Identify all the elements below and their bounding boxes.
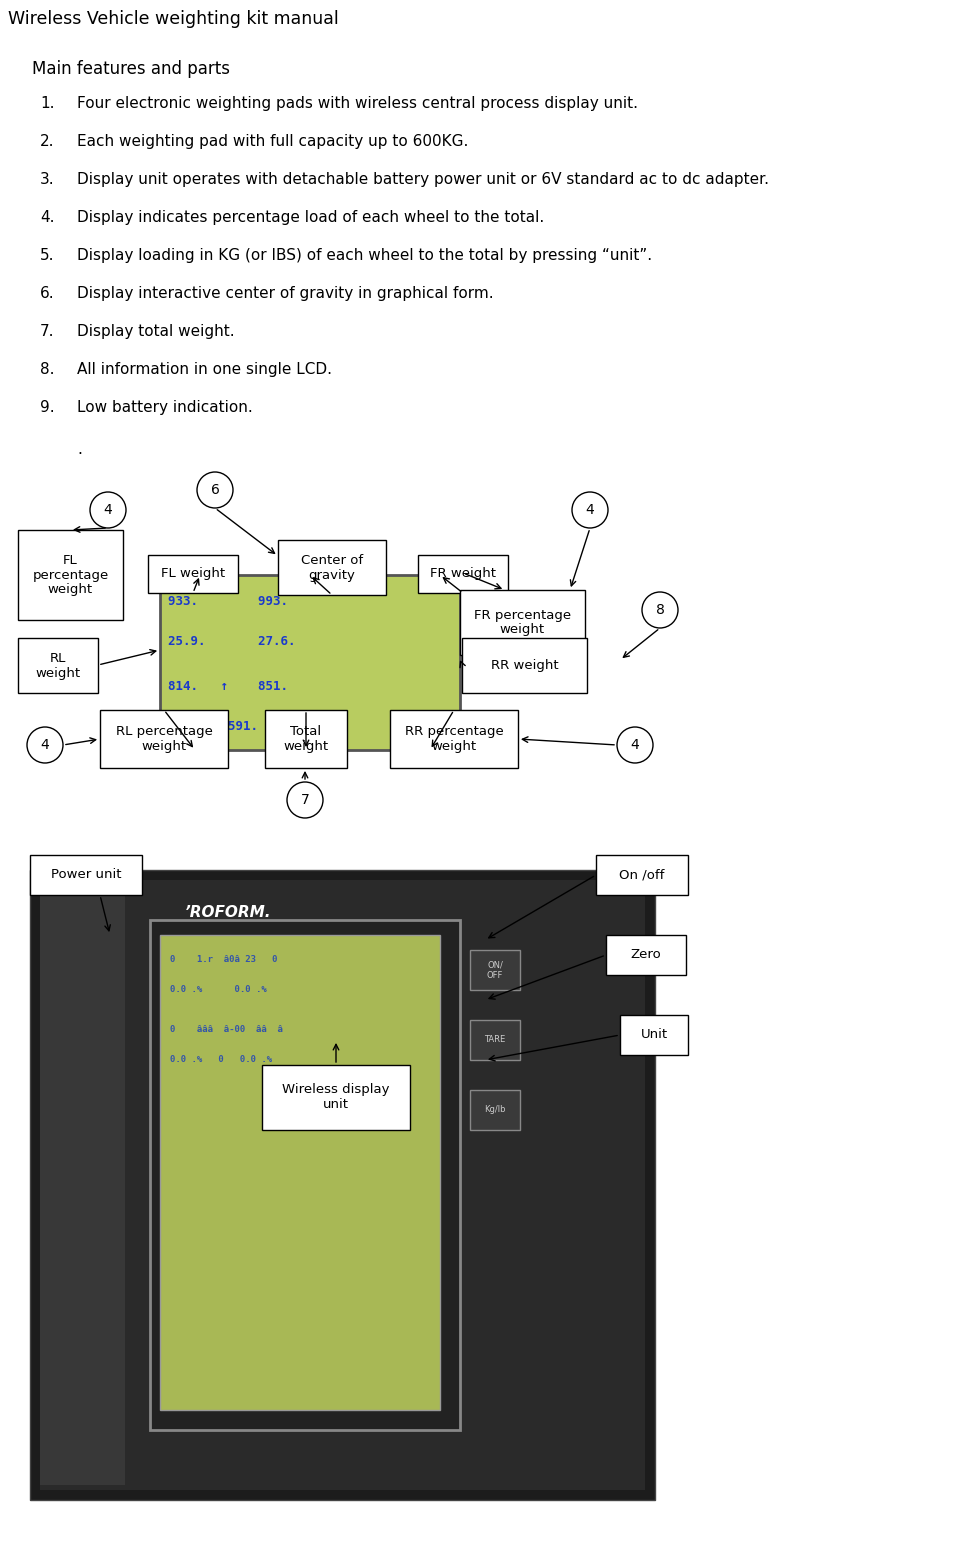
Text: 0.0 .%      0.0 .%: 0.0 .% 0.0 .% <box>170 985 266 994</box>
Text: Low battery indication.: Low battery indication. <box>77 401 253 415</box>
Text: RL
weight: RL weight <box>36 652 81 680</box>
Text: 4: 4 <box>630 738 639 752</box>
Text: All information in one single LCD.: All information in one single LCD. <box>77 362 332 377</box>
FancyBboxPatch shape <box>160 935 439 1410</box>
FancyBboxPatch shape <box>30 870 654 1500</box>
FancyBboxPatch shape <box>470 1090 520 1131</box>
Text: On /off: On /off <box>619 868 664 882</box>
FancyBboxPatch shape <box>40 885 125 1485</box>
FancyBboxPatch shape <box>389 710 517 769</box>
Text: Display loading in KG (or IBS) of each wheel to the total by pressing “unit”.: Display loading in KG (or IBS) of each w… <box>77 248 652 262</box>
Text: FR percentage
weight: FR percentage weight <box>474 609 571 637</box>
Text: Wireless Vehicle weighting kit manual: Wireless Vehicle weighting kit manual <box>8 9 338 28</box>
Text: Power unit: Power unit <box>51 868 121 882</box>
Text: Each weighting pad with full capacity up to 600KG.: Each weighting pad with full capacity up… <box>77 134 468 149</box>
FancyBboxPatch shape <box>470 950 520 989</box>
Text: Total
weight: Total weight <box>283 725 329 753</box>
FancyBboxPatch shape <box>605 935 685 975</box>
Text: Center of
gravity: Center of gravity <box>301 553 362 581</box>
FancyBboxPatch shape <box>261 1065 409 1131</box>
FancyBboxPatch shape <box>619 1016 687 1054</box>
Text: 8.: 8. <box>40 362 55 377</box>
Text: 4.: 4. <box>40 210 55 225</box>
FancyBboxPatch shape <box>18 530 123 620</box>
Text: Wireless display
unit: Wireless display unit <box>282 1084 389 1112</box>
Circle shape <box>197 472 233 508</box>
Text: Kg/lb: Kg/lb <box>483 1106 505 1115</box>
FancyBboxPatch shape <box>461 638 586 693</box>
Circle shape <box>90 492 126 528</box>
Circle shape <box>27 727 62 763</box>
Text: FL
percentage
weight: FL percentage weight <box>33 553 109 596</box>
FancyBboxPatch shape <box>278 540 385 595</box>
Circle shape <box>641 592 678 627</box>
Text: Display indicates percentage load of each wheel to the total.: Display indicates percentage load of eac… <box>77 210 544 225</box>
FancyBboxPatch shape <box>596 856 687 895</box>
FancyBboxPatch shape <box>160 575 459 750</box>
Text: RR percentage
weight: RR percentage weight <box>405 725 503 753</box>
FancyBboxPatch shape <box>100 710 228 769</box>
Text: 25.9.       27.6.: 25.9. 27.6. <box>168 635 295 648</box>
Text: Main features and parts: Main features and parts <box>32 61 230 78</box>
Text: 5.: 5. <box>40 248 55 262</box>
Text: 933.        993.: 933. 993. <box>168 595 287 609</box>
Text: .: . <box>77 443 82 457</box>
Text: 0    1.r  â0â 23   0: 0 1.r â0â 23 0 <box>170 955 277 964</box>
Text: RL percentage
weight: RL percentage weight <box>115 725 212 753</box>
Text: 0.0 .%   0   0.0 .%: 0.0 .% 0 0.0 .% <box>170 1054 272 1064</box>
FancyBboxPatch shape <box>264 710 347 769</box>
Text: Display total weight.: Display total weight. <box>77 325 234 339</box>
FancyBboxPatch shape <box>459 590 584 655</box>
Text: FL weight: FL weight <box>160 567 225 581</box>
FancyBboxPatch shape <box>148 554 237 593</box>
Text: Display unit operates with detachable battery power unit or 6V standard ac to dc: Display unit operates with detachable ba… <box>77 172 768 186</box>
Circle shape <box>286 783 323 818</box>
Text: 3.: 3. <box>40 172 55 186</box>
Text: 8: 8 <box>654 603 664 617</box>
Circle shape <box>616 727 653 763</box>
Circle shape <box>572 492 607 528</box>
Text: Four electronic weighting pads with wireless central process display unit.: Four electronic weighting pads with wire… <box>77 96 637 110</box>
FancyBboxPatch shape <box>18 638 98 693</box>
Text: 6: 6 <box>210 483 219 497</box>
FancyBboxPatch shape <box>40 881 644 1489</box>
Text: FR weight: FR weight <box>430 567 496 581</box>
Text: Zero: Zero <box>630 949 660 961</box>
Text: ON/
OFF: ON/ OFF <box>486 960 503 980</box>
Text: 4: 4 <box>40 738 49 752</box>
Text: 814.   ↑    851.: 814. ↑ 851. <box>168 680 287 693</box>
Text: Unit: Unit <box>640 1028 667 1042</box>
Text: 7.: 7. <box>40 325 55 339</box>
Text: 6.: 6. <box>40 286 55 301</box>
FancyBboxPatch shape <box>470 1020 520 1061</box>
Text: 0    âââ  â-00  ââ  â: 0 âââ â-00 ââ â <box>170 1025 283 1034</box>
Text: 4: 4 <box>585 503 594 517</box>
Text: ’ROFORM.: ’ROFORM. <box>185 905 271 919</box>
Text: 2.: 2. <box>40 134 55 149</box>
FancyBboxPatch shape <box>150 919 459 1430</box>
Text: RR weight: RR weight <box>490 658 557 672</box>
Text: 9.: 9. <box>40 401 55 415</box>
Text: TARE: TARE <box>484 1036 505 1045</box>
FancyBboxPatch shape <box>418 554 507 593</box>
Text: 4: 4 <box>104 503 112 517</box>
Text: 7: 7 <box>300 794 309 808</box>
Text: 22.6.  3591. 23.6.: 22.6. 3591. 23.6. <box>168 721 303 733</box>
Text: 1.: 1. <box>40 96 55 110</box>
Text: Display interactive center of gravity in graphical form.: Display interactive center of gravity in… <box>77 286 493 301</box>
FancyBboxPatch shape <box>30 856 142 895</box>
